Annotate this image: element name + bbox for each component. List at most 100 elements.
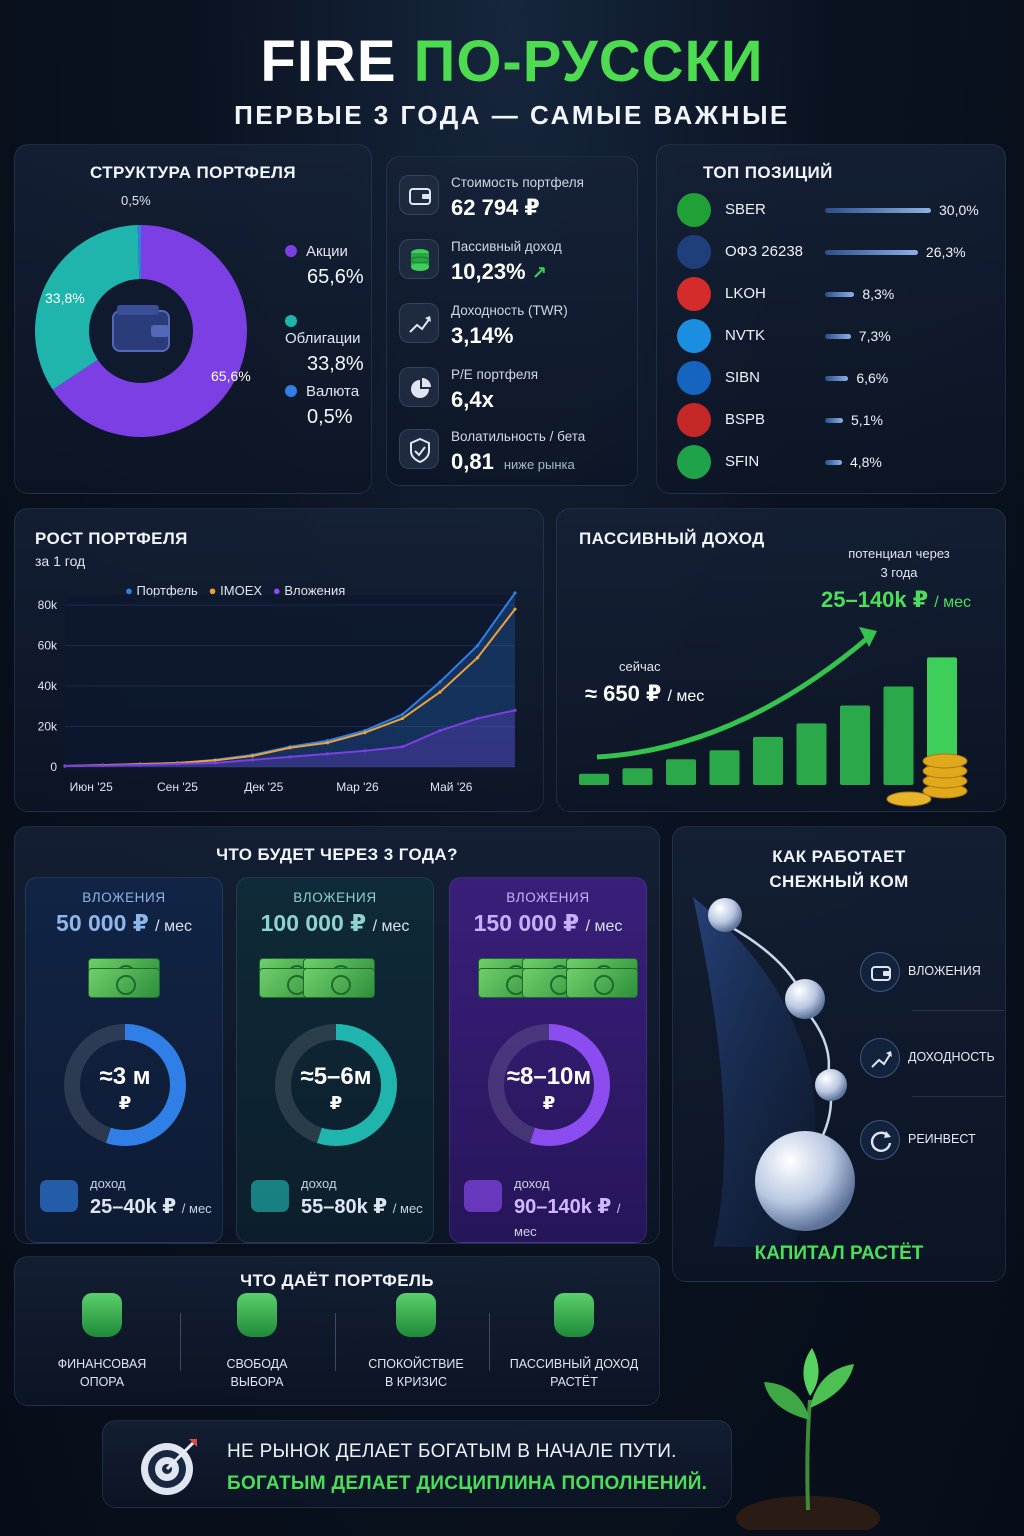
position-ticker: SIBN bbox=[725, 369, 761, 386]
series-point bbox=[438, 680, 442, 684]
series-point bbox=[325, 741, 330, 745]
divider bbox=[912, 1096, 1004, 1097]
legend-name: Валюта bbox=[306, 383, 360, 400]
capital-value: ≈5–6м ₽ bbox=[271, 1064, 401, 1114]
banknote-icon bbox=[566, 968, 638, 998]
position-row-lkoh[interactable]: LKOH 8,3% bbox=[677, 277, 997, 311]
now-value: ≈ 650 ₽ / мес bbox=[585, 681, 704, 707]
trend-up-icon: ↗ bbox=[531, 263, 547, 283]
series-point bbox=[288, 746, 292, 750]
capital-value-line: ≈3 м bbox=[99, 1063, 151, 1090]
series-point bbox=[250, 758, 255, 762]
passive-bar-chart bbox=[579, 627, 968, 807]
capital-value-line: ≈5–6м bbox=[300, 1063, 372, 1090]
position-pct: 4,8% bbox=[849, 454, 882, 470]
series-point bbox=[363, 731, 367, 735]
sber-logo-icon bbox=[677, 193, 711, 227]
position-row-nvtk[interactable]: NVTK 7,3% bbox=[677, 319, 997, 353]
pie-icon bbox=[399, 367, 439, 407]
card-amount-unit: / мес bbox=[585, 918, 623, 935]
metric-value: 6,4x bbox=[451, 387, 494, 412]
passive-panel: ПАССИВНЫЙ ДОХОД потенциал через 3 года 25… bbox=[556, 508, 1006, 812]
income-value: 55–80k ₽ / мес bbox=[301, 1194, 423, 1219]
position-pct: 8,3% bbox=[862, 286, 895, 302]
series-point bbox=[513, 607, 517, 611]
capital-ring bbox=[488, 1024, 610, 1146]
capital-value-currency: ₽ bbox=[118, 1093, 132, 1114]
position-row-офз-26238[interactable]: ОФЗ 26238 26,3% bbox=[677, 235, 997, 269]
metric-label: Стоимость портфеля bbox=[451, 175, 584, 190]
growth-panel: РОСТ ПОРТФЕЛЯ за 1 год ● Портфель ● IMOE… bbox=[14, 508, 544, 812]
card-amount-value: 50 000 ₽ bbox=[56, 910, 149, 936]
dollar-icon bbox=[677, 445, 711, 479]
position-row-bspb[interactable]: BSPB 5,1% bbox=[677, 403, 997, 437]
divider bbox=[180, 1313, 181, 1371]
shield-question-icon bbox=[82, 1293, 122, 1337]
benefits-title: ЧТО ДАЁТ ПОРТФЕЛЬ bbox=[240, 1271, 434, 1290]
snow-step-invest: ВЛОЖЕНИЯ bbox=[860, 952, 1000, 992]
growth-title: РОСТ ПОРТФЕЛЯ bbox=[35, 529, 188, 548]
card-amount-value: 100 000 ₽ bbox=[260, 910, 367, 936]
legend-value: 65,6% bbox=[307, 266, 364, 288]
legend-dot bbox=[285, 245, 297, 257]
snow-step-return: ДОХОДНОСТЬ bbox=[860, 1038, 1000, 1078]
income-bar-8 bbox=[927, 657, 957, 785]
quote-line-1: НЕ РЫНОК ДЕЛАЕТ БОГАТЫМ В НАЧАЛЕ ПУТИ. bbox=[227, 1441, 677, 1462]
capital-value: ≈3 м ₽ bbox=[60, 1064, 190, 1114]
income-label: доход bbox=[514, 1176, 550, 1191]
metric-label: P/E портфеля bbox=[451, 367, 539, 382]
snowball-illustration bbox=[693, 897, 855, 1247]
series-point bbox=[63, 764, 67, 768]
position-row-sibn[interactable]: SIBN 6,6% bbox=[677, 361, 997, 395]
cash-stack-icon bbox=[478, 958, 638, 1004]
divider bbox=[912, 1010, 1004, 1011]
series-point bbox=[213, 758, 217, 762]
y-tick-label: 80k bbox=[38, 598, 58, 612]
now-value-text: ≈ 650 ₽ bbox=[585, 681, 662, 706]
donut-label-bonds: 33,8% bbox=[45, 290, 85, 306]
scenario-card-2[interactable]: ВЛОЖЕНИЯ 100 000 ₽ / мес ≈5–6м ₽ доход 55–80k… bbox=[236, 877, 434, 1243]
gazpromneft-logo-icon bbox=[677, 361, 711, 395]
metric-label: Доходность (TWR) bbox=[451, 303, 568, 318]
y-tick-label: 40k bbox=[38, 679, 58, 693]
y-tick-label: 20k bbox=[38, 720, 58, 734]
capital-value-currency: ₽ bbox=[542, 1093, 556, 1114]
income-unit: / мес bbox=[514, 1201, 621, 1239]
benefit-line: ВЫБОРА bbox=[230, 1375, 284, 1390]
series-point bbox=[438, 728, 442, 733]
position-ticker: ОФЗ 26238 bbox=[725, 243, 804, 260]
position-bar bbox=[825, 250, 918, 255]
income-bar-2 bbox=[666, 759, 696, 785]
donut-chart: 65,6% 33,8% 0,5% bbox=[34, 193, 251, 437]
y-tick-label: 0 bbox=[50, 760, 57, 774]
benefit-passive: ПАССИВНЫЙ ДОХОД РАСТЁТ bbox=[497, 1293, 651, 1391]
position-bar bbox=[825, 208, 931, 213]
legend-value: 0,5% bbox=[307, 406, 353, 428]
series-point bbox=[325, 752, 330, 756]
legend-stocks: Акции 65,6% bbox=[285, 243, 364, 289]
position-row-sfin[interactable]: SFIN 4,8% bbox=[677, 445, 997, 479]
position-row-sber[interactable]: SBER 30,0% bbox=[677, 193, 997, 227]
target-icon bbox=[141, 1439, 197, 1495]
metric-note: ниже рынка bbox=[503, 457, 575, 472]
income-value-text: 90–140k ₽ bbox=[514, 1196, 612, 1218]
title-main: FIRE bbox=[260, 29, 414, 94]
card-head: ВЛОЖЕНИЯ bbox=[293, 890, 377, 905]
series-point bbox=[513, 708, 517, 712]
snow-step-label: ДОХОДНОСТЬ bbox=[908, 1050, 995, 1064]
benefit-line: ОПОРА bbox=[79, 1375, 125, 1390]
benefits-panel: ЧТО ДАЁТ ПОРТФЕЛЬ ФИНАНСОВАЯ ОПОРА СВОБОД… bbox=[14, 1256, 660, 1406]
potential-label: потенциал через 3 года bbox=[829, 545, 969, 583]
wallet-icon bbox=[251, 1180, 289, 1212]
position-bar bbox=[825, 334, 851, 339]
snow-step-label: ВЛОЖЕНИЯ bbox=[908, 964, 981, 978]
scenario-card-3[interactable]: ВЛОЖЕНИЯ 150 000 ₽ / мес ≈8–10м ₽ доход 90–14… bbox=[449, 877, 647, 1243]
income-bar-5 bbox=[796, 723, 827, 785]
position-bar bbox=[825, 292, 855, 297]
series-point bbox=[400, 745, 405, 749]
shield-icon bbox=[399, 429, 439, 469]
scenario-card-1[interactable]: ВЛОЖЕНИЯ 50 000 ₽ / мес ≈3 м ₽ доход 25–40k ₽… bbox=[25, 877, 223, 1243]
path-arrow bbox=[821, 1098, 833, 1136]
benefit-line: СВОБОДА bbox=[226, 1357, 288, 1371]
legend-dot: ● bbox=[125, 583, 133, 598]
